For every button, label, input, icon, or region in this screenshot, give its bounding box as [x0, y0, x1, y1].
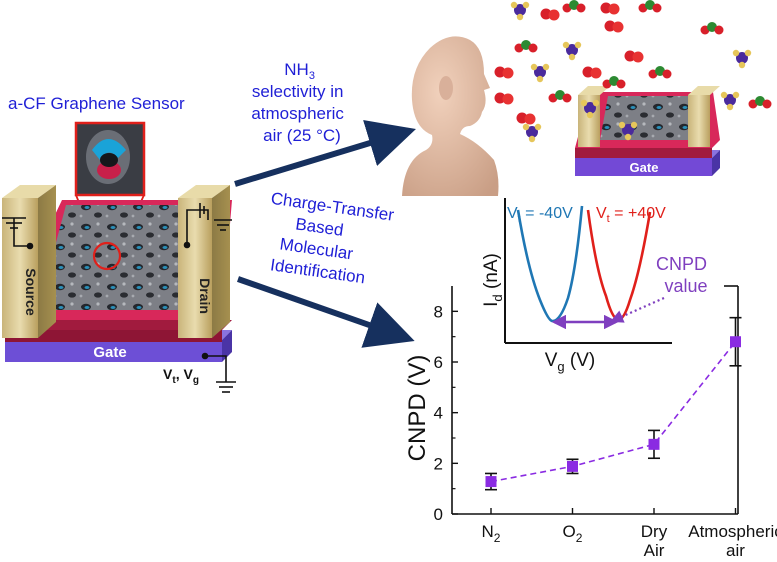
cnpd-value-label: CNPD value	[656, 254, 712, 296]
x-tick-label: Atmospheric air	[688, 522, 777, 560]
x-tick-label: O2	[563, 522, 583, 545]
ammonia-molecule-icon	[510, 1, 530, 21]
source-label: Source	[23, 268, 39, 316]
y-tick-label: 0	[434, 505, 443, 524]
co2-molecule-icon	[638, 0, 662, 13]
inset-ylabel: Id (nA)	[481, 253, 505, 307]
gate-label: Gate	[93, 344, 126, 361]
drain-label: Drain	[197, 278, 213, 314]
oxygen-molecule-icon	[582, 66, 602, 79]
co2-molecule-icon	[700, 22, 724, 35]
data-point	[485, 476, 497, 488]
co2-molecule-icon	[602, 76, 626, 89]
co2-molecule-icon	[648, 66, 672, 79]
arrow-to-head	[234, 120, 416, 187]
gate-ground-symbol	[201, 352, 236, 393]
oxygen-molecule-icon	[516, 112, 536, 125]
legend-blue: Vt = -40V	[507, 205, 573, 225]
cnpd-pointer	[609, 296, 665, 323]
series-line	[490, 341, 737, 483]
ammonia-molecule-icon	[618, 121, 638, 141]
chart-ylabel: CNPD (V)	[404, 355, 431, 462]
vt-vg-label: Vt, Vg	[163, 366, 199, 386]
cnpd-chart: 0 2 4 6 8 N2 O2 Dry Air Atmospheric air	[434, 285, 777, 560]
y-tick-label: 6	[434, 353, 443, 372]
legend-red: Vt = +40V	[596, 205, 666, 225]
ammonia-molecule-icon	[530, 63, 550, 83]
co2-molecule-icon	[514, 40, 538, 53]
co2-molecule-icon	[562, 0, 586, 13]
nh3-selectivity-text: NH3 selectivity in atmospheric air (25 °…	[251, 60, 348, 145]
graphene-zoom-inset	[74, 121, 146, 197]
small-sensor-device	[575, 86, 720, 176]
oxygen-molecule-icon	[604, 20, 624, 33]
transfer-curve-inset	[504, 198, 672, 344]
arrow-to-plot	[237, 276, 415, 348]
inset-xlabel: Vg (V)	[545, 350, 596, 374]
data-point	[648, 438, 660, 450]
data-point	[730, 336, 741, 348]
drain-ground-symbol	[183, 203, 232, 249]
oxygen-molecule-icon	[540, 8, 560, 21]
human-head-illustration	[402, 36, 499, 196]
sensor-device	[2, 185, 232, 362]
charge-transfer-text: Charge-Transfer Based Molecular Identifi…	[261, 189, 400, 291]
y-tick-label: 8	[434, 302, 443, 321]
ammonia-molecule-icon	[562, 41, 582, 61]
x-tick-label: N2	[482, 522, 501, 545]
y-tick-label: 4	[434, 404, 443, 423]
small-gate-label: Gate	[630, 160, 659, 175]
red-transfer-curve	[586, 209, 652, 322]
data-point	[567, 460, 578, 472]
oxygen-molecule-icon	[624, 50, 644, 63]
oxygen-molecule-icon	[494, 92, 514, 105]
oxygen-molecule-icon	[494, 66, 514, 79]
source-ground-symbol	[2, 217, 34, 250]
oxygen-molecule-icon	[600, 2, 620, 15]
ammonia-molecule-icon	[732, 49, 752, 69]
co2-molecule-icon	[748, 96, 772, 109]
blue-transfer-curve	[516, 205, 584, 323]
gas-molecules	[494, 0, 772, 143]
co2-molecule-icon	[548, 90, 572, 103]
y-tick-label: 2	[434, 454, 443, 473]
sensor-title: a-CF Graphene Sensor	[8, 94, 185, 113]
x-tick-label: Dry Air	[641, 522, 668, 560]
ammonia-molecule-icon	[522, 123, 542, 143]
ammonia-molecule-icon	[580, 99, 600, 119]
ammonia-molecule-icon	[720, 91, 740, 111]
